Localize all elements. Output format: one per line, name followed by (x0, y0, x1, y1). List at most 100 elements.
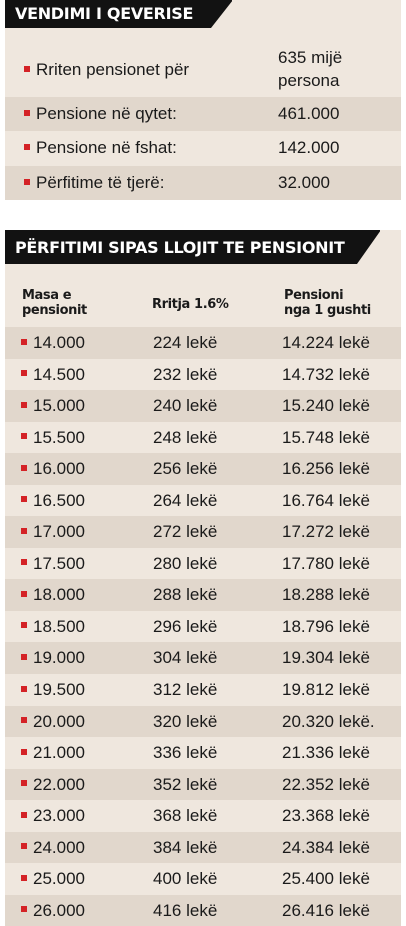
summary-label-text: Pensione në fshat: (36, 138, 177, 157)
cell-amount: 26.000 (21, 895, 85, 926)
summary-value: 461.000 (278, 104, 340, 123)
cell-amount: 21.000 (21, 737, 85, 769)
cell-amount: 20.000 (21, 706, 85, 738)
summary-label-text: Pensione në qytet: (36, 104, 177, 123)
table-row: 18.500 296 lekë 18.796 lekë (5, 611, 401, 643)
table-body: 14.000 224 lekë 14.224 lekë 14.500 232 lekë 1… (5, 327, 401, 926)
cell-amount: 17.500 (21, 548, 85, 580)
bullet-icon (21, 590, 27, 597)
cell-new-pension: 20.320 lekë. (282, 711, 375, 731)
cell-new-pension: 16.764 lekë (282, 490, 370, 510)
cell-increase: 320 lekë (153, 711, 218, 731)
cell-increase: 272 lekë (153, 522, 218, 542)
cell-amount: 14.500 (21, 359, 85, 391)
cell-increase: 248 lekë (153, 427, 218, 447)
summary-label: Pensione në fshat: (24, 131, 177, 165)
bullet-icon (21, 653, 27, 660)
cell-new-pension: 18.288 lekë (282, 585, 370, 605)
header-new-pension: Pensioni nga 1 gushti (284, 288, 384, 318)
cell-increase: 336 lekë (153, 743, 218, 763)
table-row: 23.000 368 lekë 23.368 lekë (5, 800, 401, 832)
cell-amount-text: 19.000 (33, 648, 85, 668)
table-row: 16.000 256 lekë 16.256 lekë (5, 453, 401, 485)
table-title: PËRFITIMI SIPAS LLOJIT TE PENSIONIT (5, 230, 380, 264)
bullet-icon (24, 178, 30, 185)
cell-increase: 304 lekë (153, 648, 218, 668)
bullet-icon (21, 780, 27, 787)
bullet-icon (21, 464, 27, 471)
cell-amount-text: 14.000 (33, 333, 85, 352)
table-row: 18.000 288 lekë 18.288 lekë (5, 579, 401, 611)
cell-new-pension: 16.256 lekë (282, 459, 370, 479)
bullet-icon (21, 496, 27, 503)
cell-amount-text: 14.500 (33, 364, 85, 384)
table-row: 24.000 384 lekë 24.384 lekë (5, 831, 401, 864)
cell-amount: 14.000 (21, 327, 85, 359)
cell-amount-text: 15.000 (33, 396, 85, 416)
table-row: 25.000 400 lekë 25.400 lekë (5, 863, 401, 895)
cell-new-pension: 14.732 lekë (282, 364, 370, 384)
cell-new-pension: 19.812 lekë (282, 680, 370, 700)
cell-amount: 16.000 (21, 453, 85, 485)
summary-title: VENDIMI I QEVERISE (5, 0, 232, 28)
cell-increase: 288 lekë (153, 585, 218, 605)
cell-amount: 23.000 (21, 800, 85, 832)
bullet-icon (21, 748, 27, 755)
pension-table-panel: PËRFITIMI SIPAS LLOJIT TE PENSIONIT Masa… (5, 230, 401, 926)
bullet-icon (21, 401, 27, 408)
cell-amount: 18.000 (21, 579, 85, 611)
table-row: 19.500 312 lekë 19.812 lekë (5, 674, 401, 706)
header-new-pension-line1: Pensioni (284, 288, 344, 303)
cell-amount-text: 18.500 (33, 616, 85, 636)
cell-amount: 24.000 (21, 832, 85, 864)
bullet-icon (21, 338, 27, 345)
cell-new-pension: 24.384 lekë (282, 837, 370, 857)
bullet-icon (24, 65, 30, 72)
summary-row: Rriten pensionet për 635 mijë persona (5, 44, 401, 96)
cell-increase: 232 lekë (153, 364, 218, 384)
cell-amount-text: 21.000 (33, 743, 85, 763)
summary-row: Pensione në fshat: 142.000 (5, 131, 401, 165)
cell-increase: 280 lekë (153, 553, 218, 573)
cell-new-pension: 15.240 lekë (282, 396, 370, 416)
table-row: 14.500 232 lekë 14.732 lekë (5, 359, 401, 391)
summary-label-text: Përfitime të tjerë: (36, 173, 165, 192)
bullet-icon (21, 717, 27, 724)
bullet-icon (21, 370, 27, 377)
cell-new-pension: 23.368 lekë (282, 806, 370, 826)
cell-amount-text: 26.000 (33, 900, 85, 920)
cell-amount-text: 16.000 (33, 459, 85, 479)
table-row: 26.000 416 lekë 26.416 lekë (5, 894, 401, 926)
table-row: 17.500 280 lekë 17.780 lekë (5, 548, 401, 580)
cell-new-pension: 15.748 lekë (282, 427, 370, 447)
cell-new-pension: 18.796 lekë (282, 616, 370, 636)
cell-new-pension: 21.336 lekë (282, 743, 370, 763)
cell-new-pension: 17.780 lekë (282, 553, 370, 573)
header-amount-line2: pensionit (22, 303, 87, 318)
cell-amount-text: 19.500 (33, 680, 85, 700)
table-row: 15.500 248 lekë 15.748 lekë (5, 422, 401, 454)
header-new-pension-line2: nga 1 gushti (284, 303, 371, 318)
cell-amount-text: 22.000 (33, 774, 85, 794)
summary-label: Pensione në qytet: (24, 97, 177, 131)
bullet-icon (21, 622, 27, 629)
cell-new-pension: 17.272 lekë (282, 522, 370, 542)
table-row: 17.000 272 lekë 17.272 lekë (5, 516, 401, 548)
summary-value: 32.000 (278, 173, 330, 192)
bullet-icon (21, 811, 27, 818)
table-header: Masa e pensionit Rritja 1.6% Pensioni ng… (5, 270, 401, 330)
cell-new-pension: 26.416 lekë (282, 900, 370, 920)
bullet-icon (21, 685, 27, 692)
header-amount-line1: Masa e (22, 288, 72, 303)
cell-amount: 17.000 (21, 516, 85, 548)
summary-value-line2: persona (278, 71, 340, 90)
bullet-icon (21, 527, 27, 534)
table-row: 22.000 352 lekë 22.352 lekë (5, 768, 401, 801)
cell-new-pension: 14.224 lekë (282, 333, 370, 352)
cell-increase: 312 lekë (153, 680, 218, 700)
summary-label: Rriten pensionet për (24, 60, 189, 80)
bullet-icon (21, 433, 27, 440)
cell-amount-text: 20.000 (33, 711, 85, 731)
table-row: 21.000 336 lekë 21.336 lekë (5, 737, 401, 769)
summary-value: 142.000 (278, 138, 340, 157)
